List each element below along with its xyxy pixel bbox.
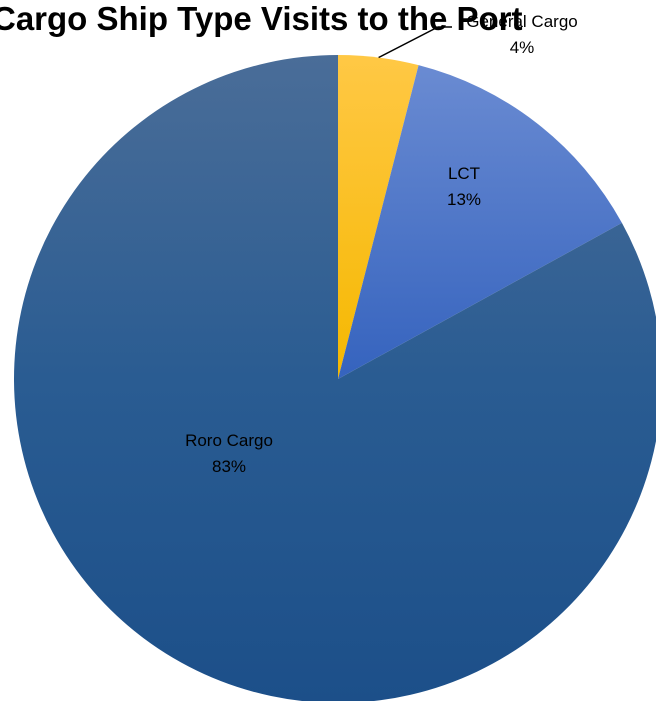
- slice-label-general-cargo: General Cargo: [466, 12, 578, 31]
- leader-line-general-cargo: [378, 26, 452, 59]
- slice-label-roro-cargo: Roro Cargo: [185, 431, 273, 450]
- pie-slices: [13, 55, 656, 701]
- slice-value-roro-cargo: 83%: [212, 457, 246, 476]
- pie-slice-general-cargo: [338, 55, 419, 379]
- slice-label-lct: LCT: [448, 164, 480, 183]
- pie-labels: General Cargo 4% LCT 13% Roro Cargo 83%: [185, 12, 578, 476]
- chart-title: Cargo Ship Type Visits to the Port: [0, 0, 523, 37]
- slice-value-lct: 13%: [447, 190, 481, 209]
- pie-slice-roro-cargo: [13, 55, 656, 701]
- slice-value-general-cargo: 4%: [510, 38, 535, 57]
- pie-slice-lct: [338, 65, 622, 380]
